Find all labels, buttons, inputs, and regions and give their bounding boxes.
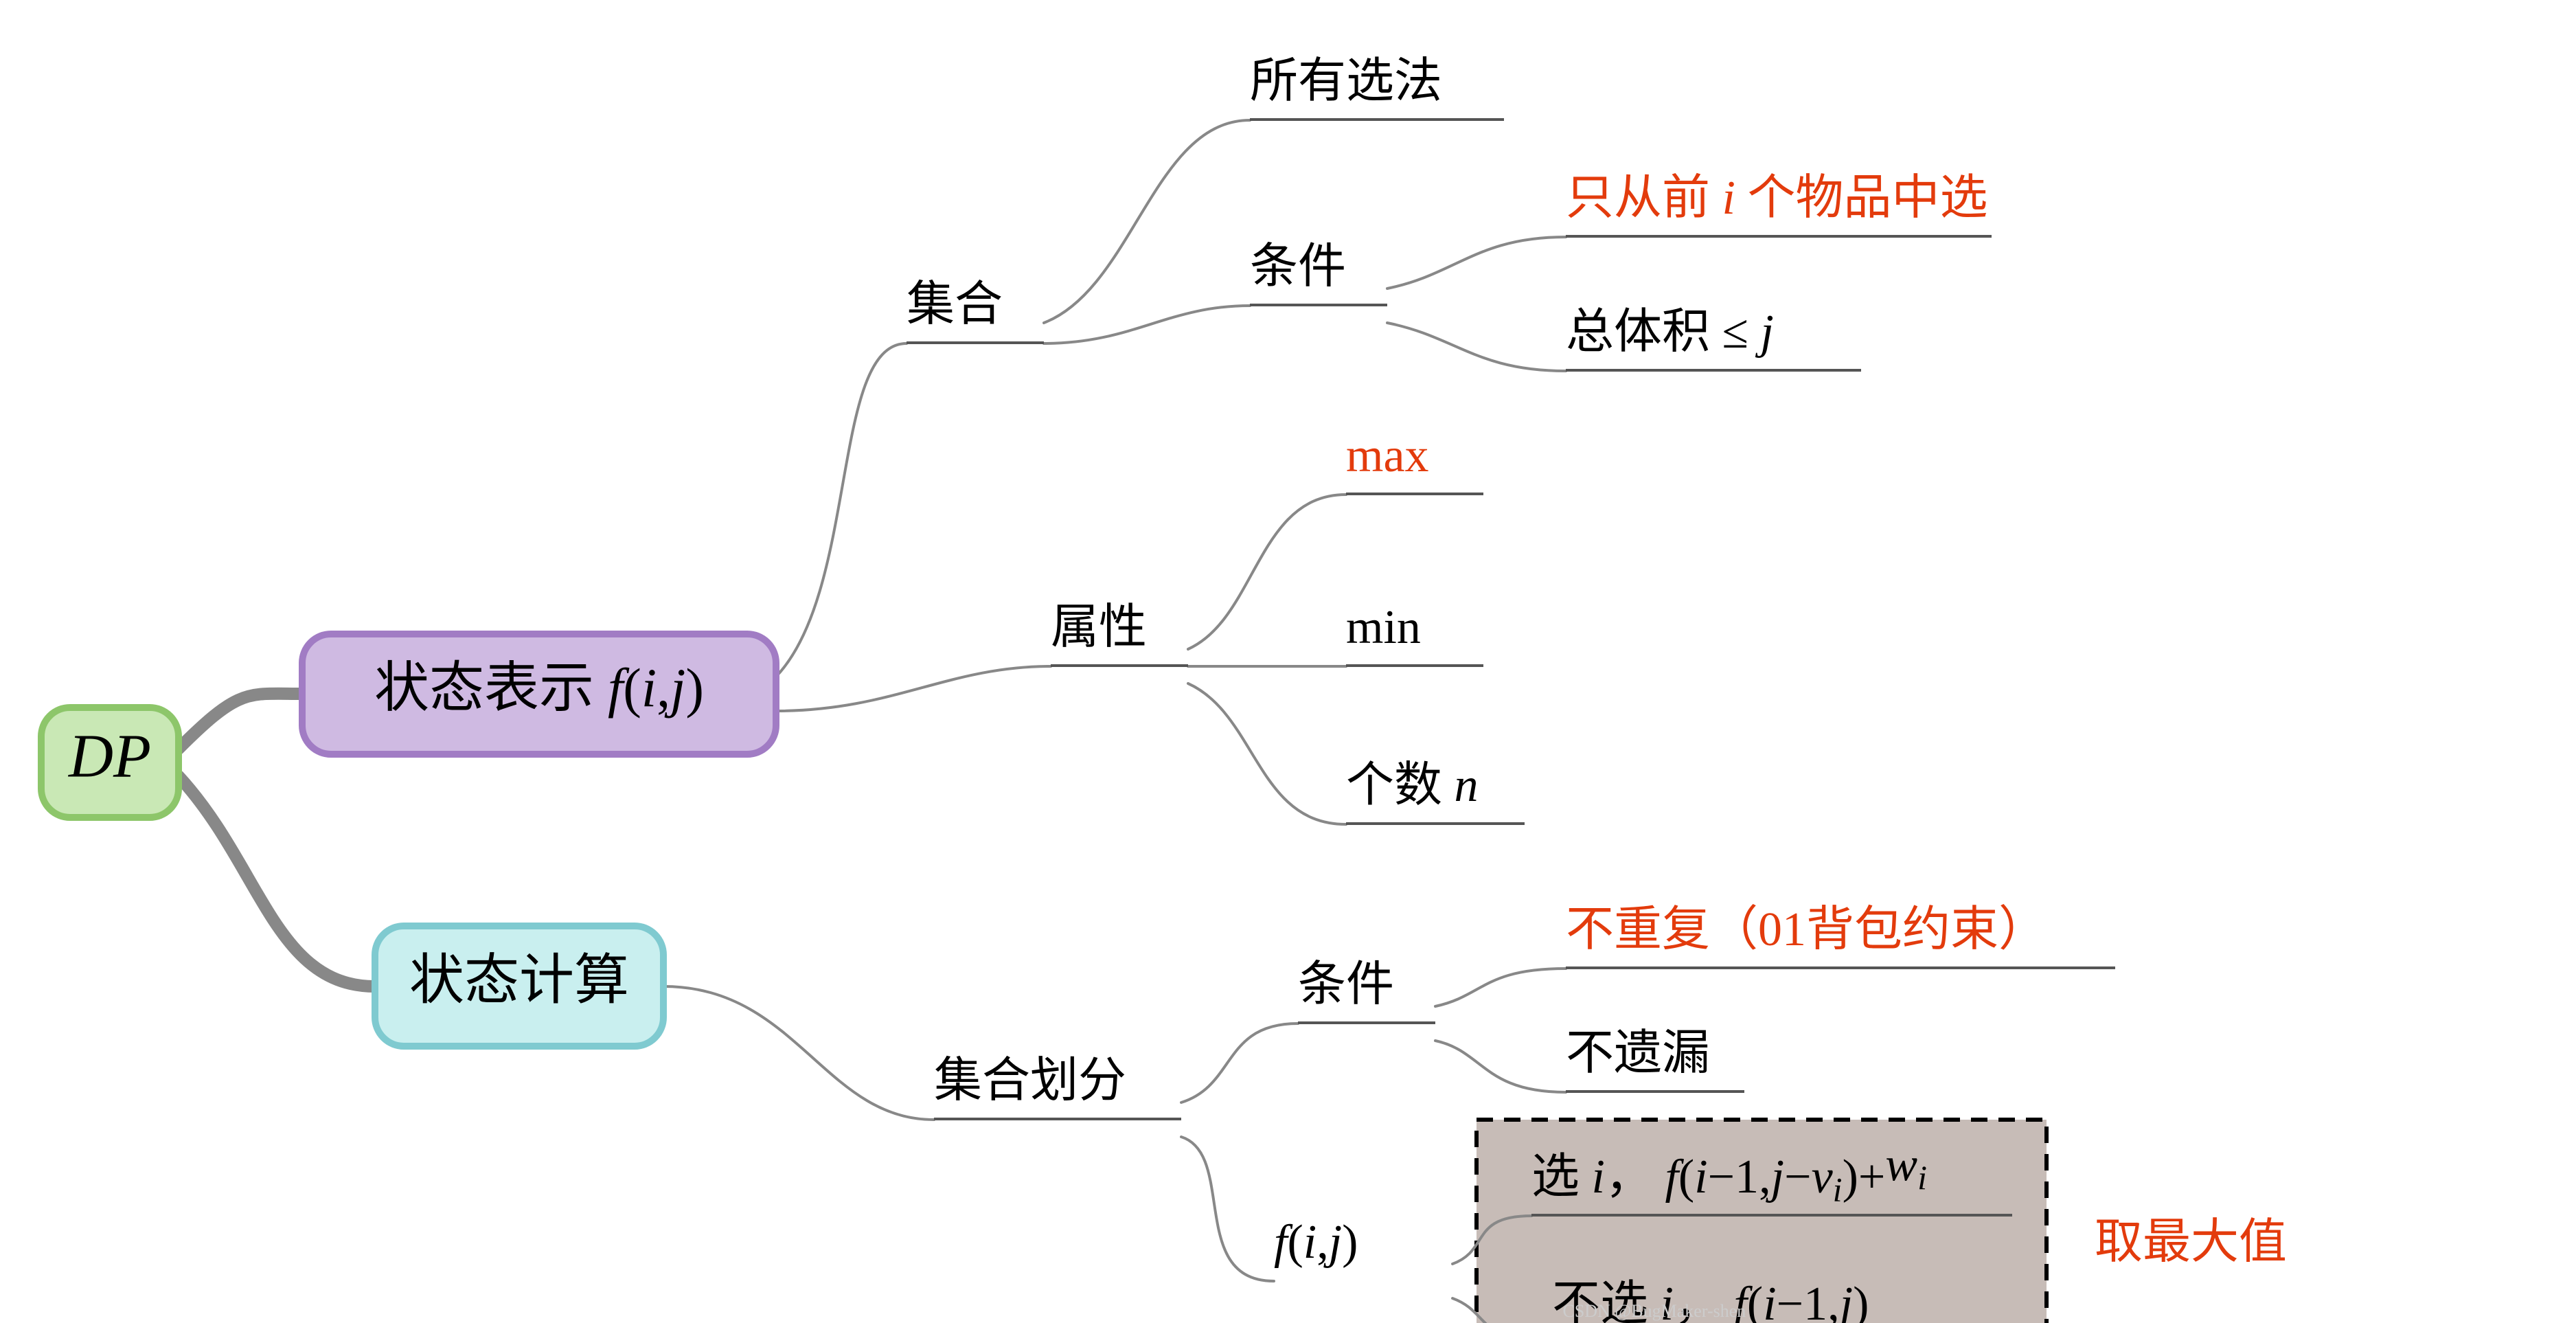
node-cond1a-label: 只从前 i 个物品中选	[1566, 172, 1987, 225]
node-set-label: 集合	[907, 278, 1003, 331]
node-cond2b-label: 不遗漏	[1566, 1027, 1710, 1080]
node-cond1-label: 条件	[1250, 240, 1346, 293]
node-state_calc-label: 状态计算	[409, 951, 629, 1011]
node-set_partition-label: 集合划分	[934, 1054, 1126, 1107]
node-cond1b-label: 总体积 ≤ j	[1566, 306, 1774, 359]
node-state_repr-label: 状态表示 f(i,j)	[374, 659, 704, 719]
node-all_select-label: 所有选法	[1250, 55, 1442, 108]
node-min-label: min	[1346, 601, 1421, 654]
node-cond2a-label: 不重复（01背包约束）	[1566, 903, 2047, 956]
mindmap-canvas: DP 状态表示 f(i,j) 状态计算 集合属性 所有选法条件 只从前 i 个物品中选总体…	[0, 0, 2576, 1323]
node-count_n-label: 个数 n	[1346, 759, 1479, 812]
node-attr-label: 属性	[1051, 601, 1147, 654]
node-cond2-label: 条件	[1298, 958, 1394, 1011]
watermark: CSDN @BugMaker-shen	[1563, 1301, 1746, 1321]
node-max-label: max	[1346, 429, 1429, 482]
node-fij-label: f(i,j)	[1274, 1216, 1358, 1269]
node-root-label: DP	[67, 723, 151, 791]
node-take_max-label: 取最大值	[2095, 1216, 2287, 1269]
